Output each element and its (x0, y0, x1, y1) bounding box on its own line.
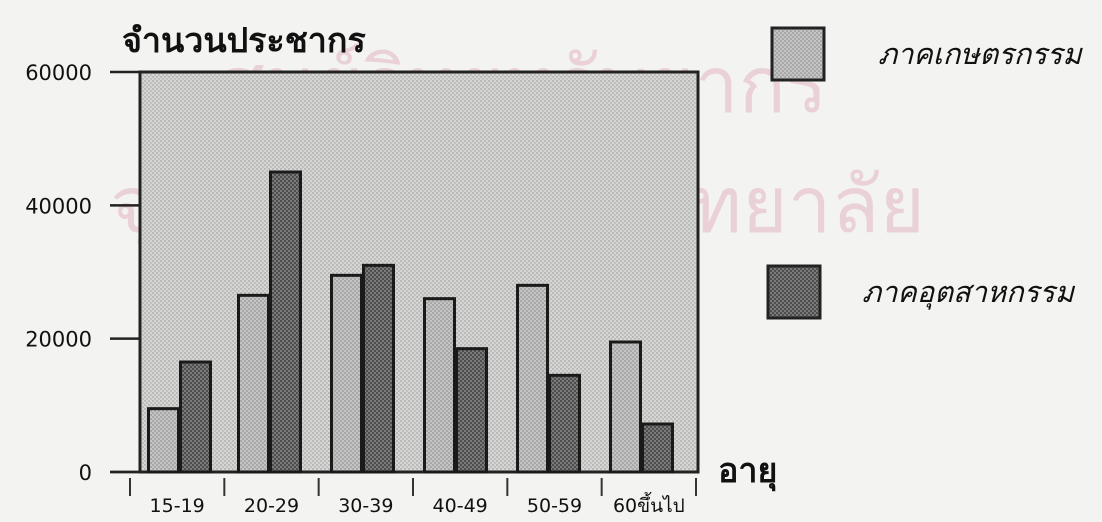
legend-swatch-agriculture (770, 26, 826, 82)
x-ticks: 15-19 20-29 30-39 40-49 50-59 60ขึ้นไป (129, 478, 697, 517)
bars (147, 170, 674, 474)
legend-item-industry: ภาคอุตสาหกรรม (766, 264, 1076, 320)
bar-agriculture-50-59 (516, 283, 549, 474)
bar-agriculture-60ขึ้นไป (609, 340, 642, 474)
bar-industry-40-49 (455, 347, 488, 474)
y-tick-label: 20000 (25, 328, 92, 352)
x-axis-title: อายุ (718, 451, 777, 492)
bar-industry-15-19 (179, 360, 212, 474)
y-ticks: 0 20000 40000 60000 (25, 61, 140, 485)
bar-industry-20-29 (269, 170, 302, 474)
bar-industry-30-39 (362, 263, 395, 474)
y-tick-label: 40000 (25, 194, 92, 218)
y-tick-label: 0 (79, 461, 92, 485)
legend-label-industry: ภาคอุตสาหกรรม (862, 275, 1076, 310)
y-tick-label: 60000 (25, 61, 92, 85)
x-tick-label: 50-59 (527, 495, 582, 517)
bar-industry-50-59 (548, 373, 581, 474)
legend-item-agriculture: ภาคเกษตรกรรม (770, 26, 1084, 82)
x-tick-label: 60ขึ้นไป (613, 492, 685, 517)
bar-agriculture-30-39 (330, 273, 363, 474)
bar-agriculture-40-49 (423, 297, 456, 474)
x-tick-label: 30-39 (338, 495, 393, 517)
legend-swatch-industry (766, 264, 822, 320)
legend: ภาคเกษตรกรรม ภาคอุตสาหกรรม (766, 26, 1084, 320)
bar-agriculture-20-29 (237, 293, 270, 474)
legend-label-agriculture: ภาคเกษตรกรรม (878, 37, 1084, 71)
bar-agriculture-15-19 (147, 407, 180, 474)
x-tick-label: 15-19 (150, 495, 205, 517)
y-axis-title: จำนวนประชากร (122, 21, 366, 61)
x-tick-label: 40-49 (433, 495, 488, 517)
x-tick-label: 20-29 (244, 495, 299, 517)
bar-industry-60ขึ้นไป (641, 422, 674, 474)
